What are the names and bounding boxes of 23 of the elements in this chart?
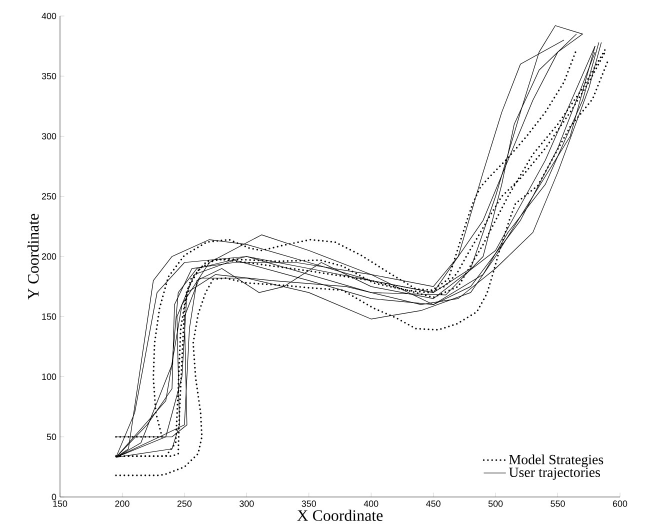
y-tick-label: 250 [42,193,56,200]
x-axis-title: X Coordinate [297,510,383,521]
x-tick-label: 550 [550,500,565,507]
legend-label: User trajectories [509,468,600,480]
x-tick-label: 300 [240,500,254,507]
y-tick-label: 50 [46,434,56,440]
y-tick-label: 200 [42,253,56,260]
y-tick-label: 350 [42,72,56,80]
y-axis-title: Y Coordinate [27,214,39,300]
y-tick-label: 0 [52,494,56,500]
y-tick-label: 150 [42,313,56,320]
y-tick-label: 300 [42,132,56,140]
x-tick-label: 500 [488,500,503,507]
x-tick-label: 400 [364,500,378,507]
x-tick-label: 200 [115,500,130,507]
legend-label: Model Strategies [509,454,604,468]
x-tick-label: 600 [612,500,628,507]
x-tick-label: 150 [53,500,68,507]
x-tick-label: 450 [426,500,440,507]
x-tick-label: 350 [302,500,316,507]
y-tick-label: 400 [42,12,56,20]
y-tick-label: 100 [42,373,56,380]
x-tick-label: 250 [177,500,192,507]
